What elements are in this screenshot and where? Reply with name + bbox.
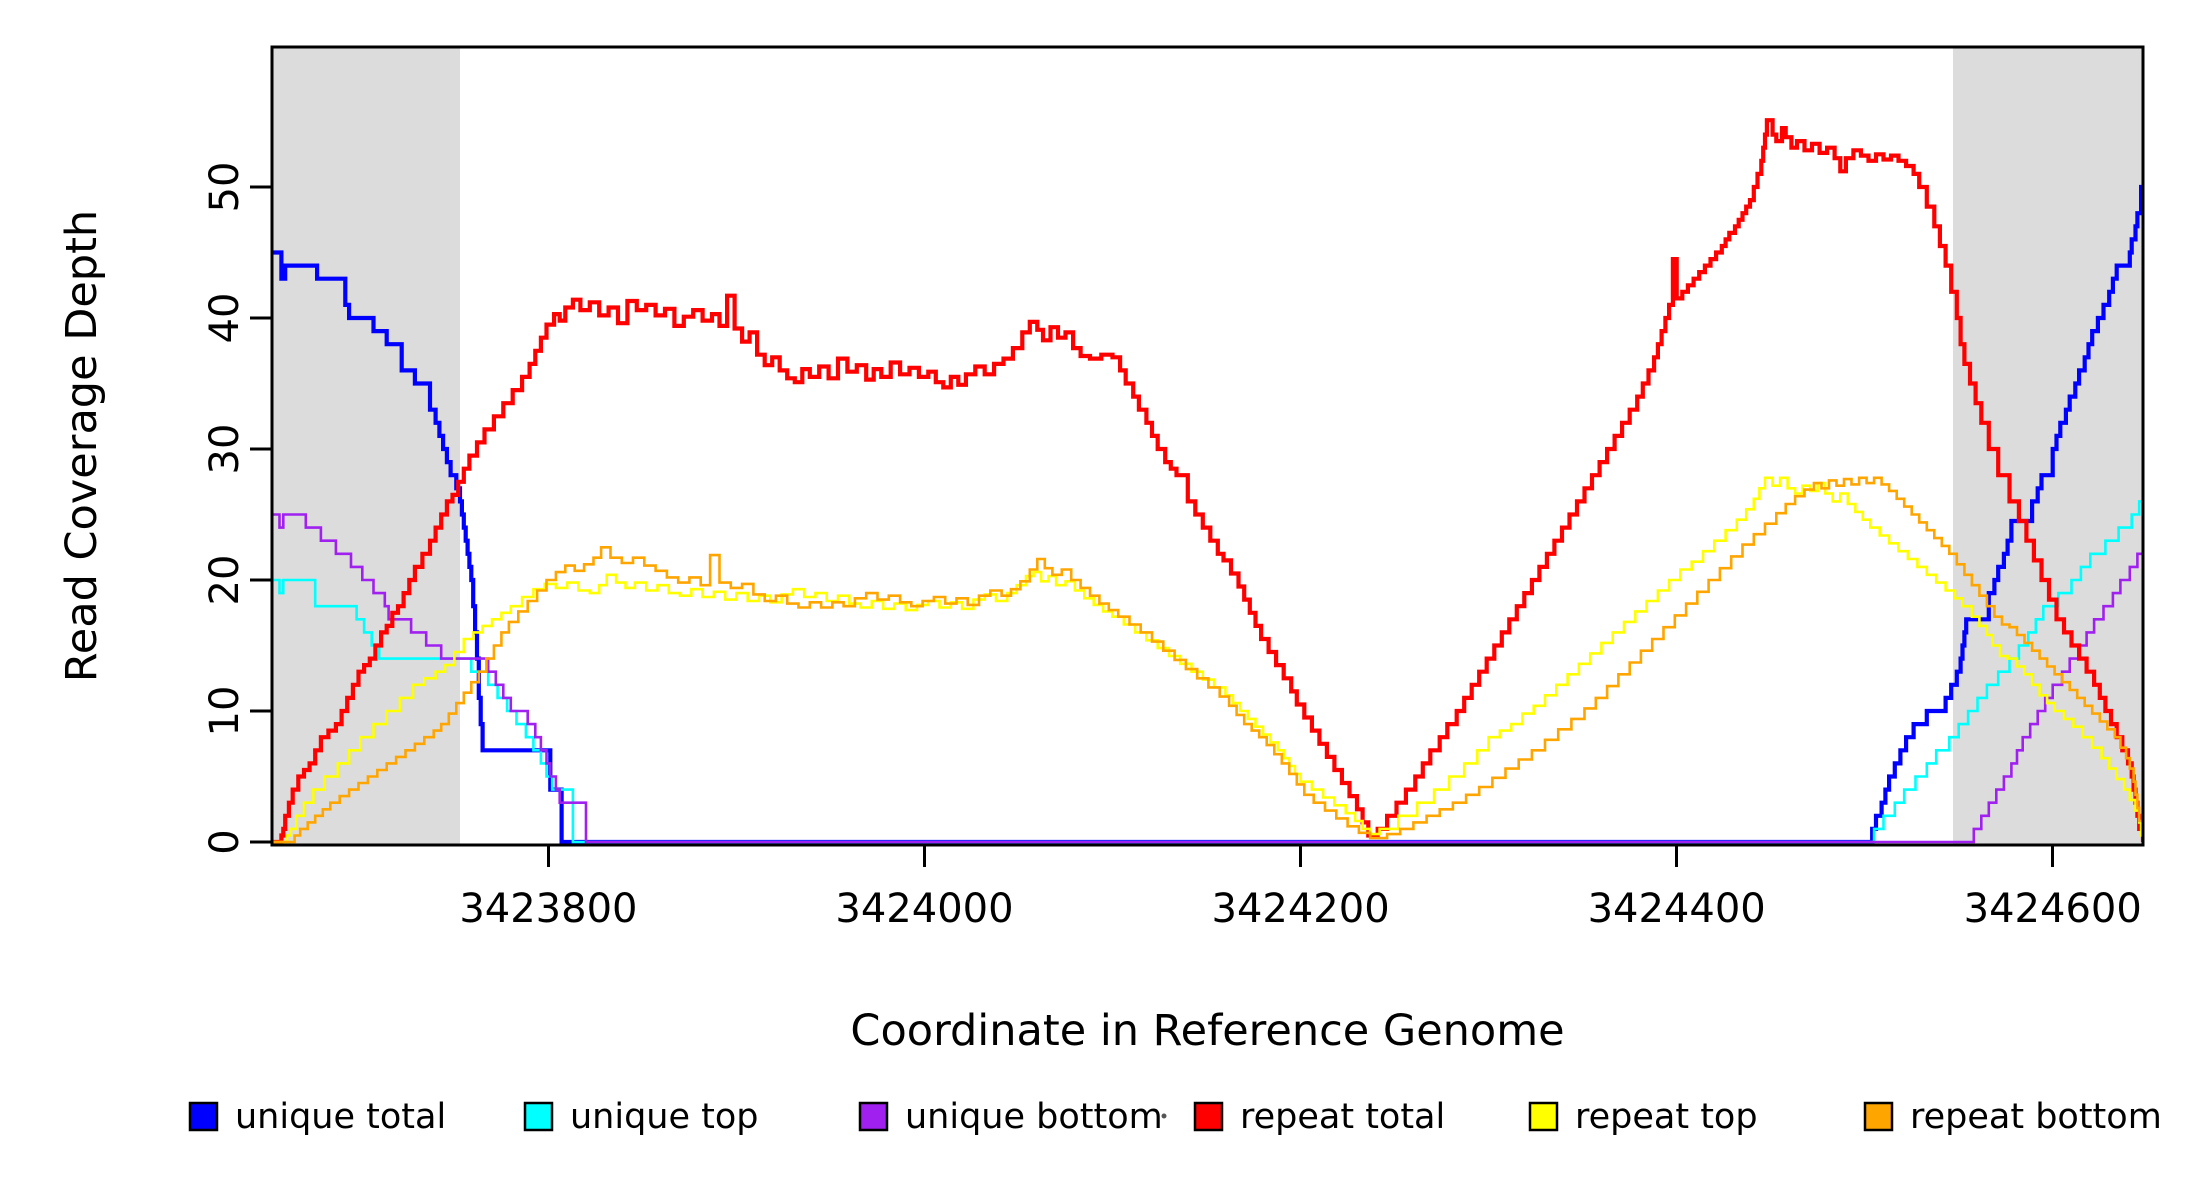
legend-label: repeat total xyxy=(1240,1097,1445,1137)
x-tick-label: 3423800 xyxy=(459,886,637,932)
legend-label: repeat bottom xyxy=(1910,1097,2162,1137)
legend-item-unique-total: unique total xyxy=(188,1097,446,1137)
y-axis-title: Read Coverage Depth xyxy=(57,210,107,682)
x-axis-title: Coordinate in Reference Genome xyxy=(850,1006,1564,1056)
x-tick-label: 3424000 xyxy=(835,886,1013,932)
series-line-unique-bottom xyxy=(272,513,2143,844)
legend-swatch-icon xyxy=(858,1101,889,1132)
legend-label: repeat top xyxy=(1575,1097,1758,1137)
series-group xyxy=(272,118,2143,845)
series-line-repeat-bottom xyxy=(272,476,2143,844)
legend-item-repeat-total: repeat total xyxy=(1193,1097,1445,1137)
x-tick-label: 3424200 xyxy=(1212,886,1390,932)
legend-swatch-icon xyxy=(1193,1101,1224,1132)
y-tick-label: 20 xyxy=(202,555,248,606)
legend: unique total unique top unique bottom repea… xyxy=(188,1097,2162,1137)
y-tick-label: 40 xyxy=(202,293,248,344)
legend-item-repeat-bottom: repeat bottom xyxy=(1863,1097,2162,1137)
stray-dot-artifact xyxy=(1161,1113,1167,1119)
legend-item-repeat-top: repeat top xyxy=(1528,1097,1758,1137)
series-line-repeat-total xyxy=(272,118,2143,845)
y-tick-label: 30 xyxy=(202,424,248,475)
x-tick-label: 3424400 xyxy=(1588,886,1766,932)
legend-item-unique-top: unique top xyxy=(523,1097,759,1137)
legend-label: unique top xyxy=(570,1097,759,1137)
y-tick-label: 10 xyxy=(202,686,248,737)
plot-border xyxy=(270,45,2145,847)
shaded-region-left-flank xyxy=(272,47,461,845)
legend-swatch-icon xyxy=(188,1101,219,1132)
legend-label: unique bottom xyxy=(905,1097,1163,1137)
x-tick-label: 3424600 xyxy=(1964,886,2142,932)
legend-swatch-icon xyxy=(1863,1101,1894,1132)
y-tick-label: 0 xyxy=(202,829,248,854)
series-line-repeat-top xyxy=(272,476,2143,844)
legend-swatch-icon xyxy=(523,1101,554,1132)
legend-label: unique total xyxy=(235,1097,446,1137)
legend-swatch-icon xyxy=(1528,1101,1559,1132)
series-line-unique-total xyxy=(272,184,2143,845)
legend-item-unique-bottom: unique bottom xyxy=(858,1097,1163,1137)
y-tick-label: 50 xyxy=(202,162,248,213)
